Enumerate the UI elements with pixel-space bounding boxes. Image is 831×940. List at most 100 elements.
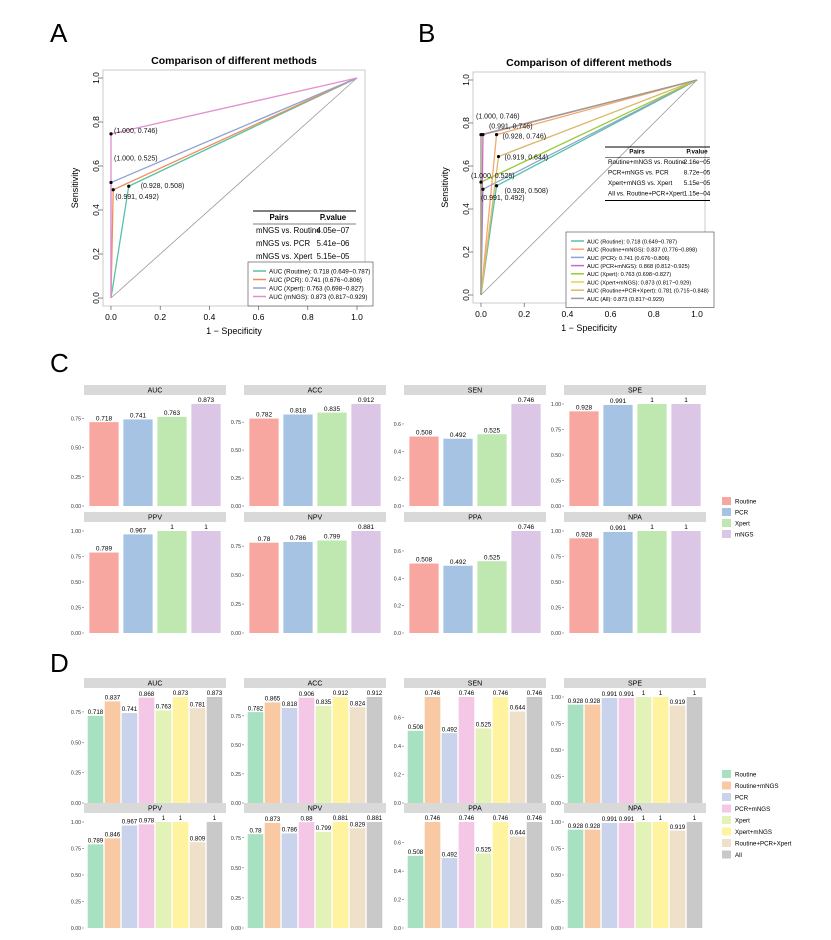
legend-label: PCR+mNGS [735,806,770,813]
facet-strip [84,678,226,688]
y-tick-label: 0.00 [71,926,81,932]
bar [172,822,189,928]
y-tick-label: 0.25 [551,775,561,781]
facet-title: SPE [628,388,642,395]
facet-ppv: PPV 0.00 0.25 0.50 0.75 1.00 0.789 0.967 1 1 [71,512,226,637]
bar [669,830,686,928]
x-tick-label: 0.0 [105,312,117,322]
facet-title: ACC [308,681,323,688]
x-tick-label: 0.4 [561,309,573,319]
y-tick-label: 1.00 [551,402,561,408]
y-tick-label: 0.25 [231,476,241,482]
facet-spe: SPE 0.00 0.25 0.50 0.75 1.00 0.928 0.991 1 1 [551,385,706,510]
cutoff-point [109,132,113,136]
bar [601,822,618,928]
bar-value-label: 0.789 [96,546,113,553]
cutoff-label: (0.928, 0.746) [503,134,547,141]
x-axis-label: 1 − Specificity [561,323,617,333]
bar [249,542,279,633]
bar-value-label: 0.746 [459,690,475,697]
legend-swatch [722,497,731,505]
bar [441,733,458,803]
y-tick-label: 0.75 [551,428,561,434]
facet-title: PPV [148,515,162,522]
bar-value-label: 0.912 [358,397,375,404]
bar [155,710,172,803]
cutoff-point [494,133,499,137]
bar [492,697,509,803]
y-axis-label: Sensitivity [440,167,450,208]
bar-value-label: 0.912 [367,690,383,697]
bar [601,697,618,803]
legend-label: Xpert+mNGS [735,829,772,836]
y-tick-label: 0.50 [71,446,81,452]
bar [686,697,703,803]
bar [603,531,633,633]
bar [618,697,635,803]
table-cell-pvalue: 5.15e−05 [684,180,711,187]
panel-label-a: A [50,18,68,48]
y-tick-label: 0.6 [394,422,401,428]
y-tick-label: 0.25 [71,475,81,481]
legend-label: AUC (Routine+PCR+Xpert): 0.781 (0.715~0.… [587,289,709,295]
bar-value-label: 0.978 [139,818,155,825]
x-tick-label: 0.8 [648,309,660,319]
bar-value-label: 0.746 [493,690,509,697]
bar [509,836,526,928]
table-cell-pvalue: 2.16e−05 [684,159,711,166]
bar [511,404,541,506]
facet-strip [564,803,706,813]
facet-title: PPV [148,806,162,813]
bar-value-label: 0.786 [290,535,307,542]
y-tick-label: 0.0 [394,926,401,932]
bar-value-label: 0.928 [585,823,601,830]
legend-box [247,261,374,307]
y-tick-label: 0.75 [71,416,81,422]
y-tick-label: 0.00 [71,504,81,510]
bar-value-label: 0.818 [282,701,298,708]
legend: AUC (Routine): 0.718 (0.649~0.787) AUC (R… [565,231,715,308]
y-tick-label: 0.4 [394,744,401,750]
y-tick-label: 0.2 [394,477,401,483]
legend-label: AUC (All): 0.873 (0.817~0.929) [587,297,664,303]
bar [315,705,332,803]
cutoff-point [494,184,499,188]
bar-value-label: 0.746 [425,815,441,822]
y-tick-label: 0.2 [394,604,401,610]
facet-npv: NPV 0.00 0.25 0.50 0.75 0.78 0.786 0.799 0.881 [231,512,386,637]
y-tick-label: 0.6 [394,549,401,555]
legend-label: AUC (PCR): 0.741 (0.676~0.806) [269,277,362,284]
bar-value-label: 1 [204,524,208,531]
bar [298,697,315,803]
bar [669,705,686,803]
bar-value-label: 0.991 [602,816,618,823]
y-tick-label: 0.0 [394,801,401,807]
reference-diagonal [110,77,358,299]
roc-chart-a: Comparison of different methods 0.0 0.0 0.2… [70,55,374,336]
table-cell-pvalue: 4.05e−07 [317,226,350,235]
y-tick-label: 1.0 [91,72,101,84]
y-tick-label: 1.00 [551,695,561,701]
bar [189,842,206,928]
bar-value-label: 0.741 [130,413,147,420]
bar-value-label: 0.525 [476,847,492,854]
bar [477,561,507,633]
y-tick-label: 0.0 [91,292,101,304]
bar-value-label: 0.928 [576,532,593,539]
bar-value-label: 1 [650,524,654,531]
bar-value-label: 0.928 [576,405,593,412]
legend-swatch [722,519,731,527]
bar [407,730,424,803]
bar-value-label: 0.881 [367,815,383,822]
y-tick-label: 0.00 [71,631,81,637]
bar [603,404,633,506]
bar-value-label: 0.78 [258,536,271,543]
panel-label-d: D [50,648,69,678]
bar-value-label: 0.865 [265,696,281,703]
facet-title: PPA [468,515,482,522]
bar-value-label: 1 [650,397,654,404]
facet-sen: SEN 0.0 0.2 0.4 0.6 0.508 0.746 0.492 0.746 0.525… [394,678,546,807]
bar [424,822,441,928]
